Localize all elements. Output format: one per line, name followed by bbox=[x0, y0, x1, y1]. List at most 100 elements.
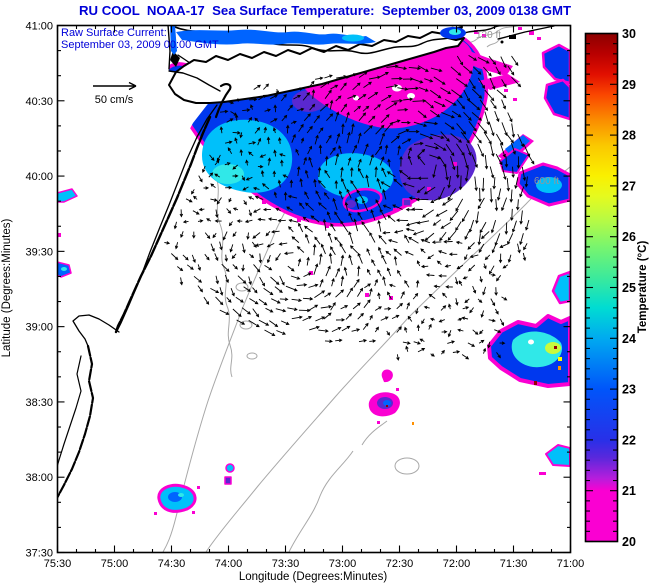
colorbar-tick-label: 26 bbox=[622, 230, 636, 244]
sst-east-edge-patch bbox=[543, 78, 570, 121]
colorbar-tick-label: 29 bbox=[622, 78, 636, 92]
sst-east-specks bbox=[518, 27, 541, 40]
colorbar-title: Temperature (°C) bbox=[637, 241, 649, 334]
map-plot-area: 120 ft 600 ft 50 cm/s Raw Surface Current… bbox=[57, 25, 570, 552]
y-axis-title: Latitude (Degrees:Minutes) bbox=[1, 218, 13, 357]
cloud-hole bbox=[407, 93, 415, 99]
sst-magenta-streak bbox=[478, 74, 520, 90]
delmarva-barrier bbox=[57, 344, 95, 500]
x-axis-tick-label: 75:00 bbox=[101, 558, 129, 570]
depth-label: 600 ft bbox=[534, 176, 559, 187]
fishers-island-line bbox=[497, 25, 555, 40]
x-axis-tick-label: 71:30 bbox=[500, 558, 528, 570]
sst-south-satellite bbox=[381, 369, 393, 383]
x-axis-tick-label: 72:00 bbox=[443, 558, 471, 570]
colorbar: 30 29 28 27 26 25 24 23 22 21 20 Temperature (°C) bbox=[584, 27, 649, 549]
colorbar-tick-label: 30 bbox=[622, 27, 636, 41]
sst-warm-speck-yellow bbox=[558, 357, 562, 361]
contour-loop bbox=[235, 282, 249, 292]
cloud-hole bbox=[528, 339, 534, 345]
sst-li-sound bbox=[176, 29, 376, 45]
x-axis-tick-label: 74:00 bbox=[215, 558, 243, 570]
raritan-bay-shore bbox=[168, 70, 221, 92]
figure-title: RU COOL NOAA-17 Sea Surface Temperature:… bbox=[79, 3, 571, 18]
colorbar-tick-label: 22 bbox=[622, 433, 636, 447]
coastline-land bbox=[57, 25, 555, 500]
sst-li-sound-cyan bbox=[342, 34, 364, 42]
islet bbox=[509, 35, 516, 39]
colorbar-ticks: 30 29 28 27 26 25 24 23 22 21 20 bbox=[585, 27, 636, 549]
sst-magenta-streak bbox=[453, 46, 513, 76]
x-axis-title: Longitude (Degrees:Minutes) bbox=[239, 571, 387, 583]
sst-small-patch bbox=[402, 198, 412, 207]
sst-south-patch-blue bbox=[383, 400, 391, 406]
y-axis-tick-label: 38:00 bbox=[25, 472, 53, 484]
contour-loop bbox=[239, 320, 253, 330]
x-axis-tick-label: 73:30 bbox=[272, 558, 300, 570]
sst-southwest-patch-aqua bbox=[178, 493, 184, 497]
sst-south-orange-speck bbox=[412, 422, 414, 425]
sst-south-patch-speck bbox=[386, 405, 388, 407]
x-axis-tick-label: 74:30 bbox=[158, 558, 186, 570]
sst-east-big-patch-core bbox=[511, 331, 563, 368]
contour-loop bbox=[246, 352, 258, 360]
sst-aqua-spot bbox=[212, 164, 244, 184]
x-axis-tick-label: 71:00 bbox=[557, 558, 585, 570]
sst-tiny-cyan bbox=[225, 463, 235, 473]
sst-magenta-dash bbox=[539, 472, 546, 475]
land-west-fill bbox=[57, 25, 220, 500]
colorbar-tick-label: 28 bbox=[622, 129, 636, 143]
sst-li-forks-core bbox=[449, 29, 461, 35]
current-vector-arrows bbox=[164, 55, 535, 361]
y-axis-tick-label: 37:30 bbox=[25, 548, 53, 560]
axes-ticks-and-labels: 75:30 75:00 74:30 74:00 73:30 73:00 72:30 72:00… bbox=[25, 21, 584, 571]
annotation-line2: September 03, 2009 00:00 GMT bbox=[61, 39, 219, 51]
contour-lower2 bbox=[361, 420, 388, 446]
sst-nj-shore-speck bbox=[57, 233, 61, 237]
current-scale-legend: 50 cm/s bbox=[93, 81, 137, 106]
y-axis-tick-label: 40:30 bbox=[25, 96, 53, 108]
y-axis-tick-label: 39:30 bbox=[25, 246, 53, 258]
colorbar-tick-label: 27 bbox=[622, 179, 636, 193]
depth-label: 120 ft bbox=[476, 30, 501, 41]
x-axis-tick-label: 72:30 bbox=[386, 558, 414, 570]
east-river bbox=[177, 54, 191, 64]
colorbar-tick-label: 23 bbox=[622, 383, 636, 397]
colorbar-tick-label: 24 bbox=[622, 332, 636, 346]
sst-nj-sliver-aqua bbox=[61, 267, 67, 271]
colorbar-tick-label: 20 bbox=[622, 535, 636, 549]
nj-barrier-islands bbox=[114, 115, 212, 334]
colorbar-tick-label: 25 bbox=[622, 281, 636, 295]
sst-east-patch-small bbox=[551, 270, 570, 305]
sst-purple-zone bbox=[399, 134, 477, 201]
sst-warm-speck-red bbox=[554, 346, 557, 349]
islet-dot bbox=[500, 40, 504, 44]
x-axis-tick-label: 73:00 bbox=[329, 558, 357, 570]
sst-cyan-core-east bbox=[318, 153, 394, 199]
annotation-line1: Raw Surface Current: bbox=[61, 27, 167, 39]
y-axis-tick-label: 39:00 bbox=[25, 322, 53, 334]
contour-loop bbox=[394, 457, 420, 475]
sst-warm-speck-green bbox=[545, 342, 561, 354]
contour-lower bbox=[288, 450, 354, 552]
sst-east-bottom-patch bbox=[545, 444, 570, 467]
cape-may-delaware-bay bbox=[72, 314, 120, 347]
sandy-hook bbox=[214, 83, 232, 119]
sst-warm-speck-red2 bbox=[534, 381, 537, 385]
hudson-river-bank bbox=[167, 25, 171, 70]
sst-tiny-purple bbox=[224, 476, 232, 485]
contour-600ft bbox=[205, 166, 570, 552]
sst-nj-shore-sliver bbox=[57, 188, 78, 203]
contour-depth-labels: 120 ft 600 ft bbox=[476, 30, 559, 187]
y-axis-tick-label: 41:00 bbox=[25, 21, 53, 33]
plot-border bbox=[56, 24, 572, 554]
delmarva-mainland bbox=[57, 355, 82, 470]
y-axis-tick-label: 38:30 bbox=[25, 397, 53, 409]
scale-arrow-label: 50 cm/s bbox=[95, 94, 134, 106]
sst-midshelf-patch-edge bbox=[346, 200, 356, 208]
sst-warm-speck-orange bbox=[558, 366, 561, 370]
y-axis-tick-label: 40:00 bbox=[25, 171, 53, 183]
x-axis-tick-label: 75:30 bbox=[44, 558, 72, 570]
